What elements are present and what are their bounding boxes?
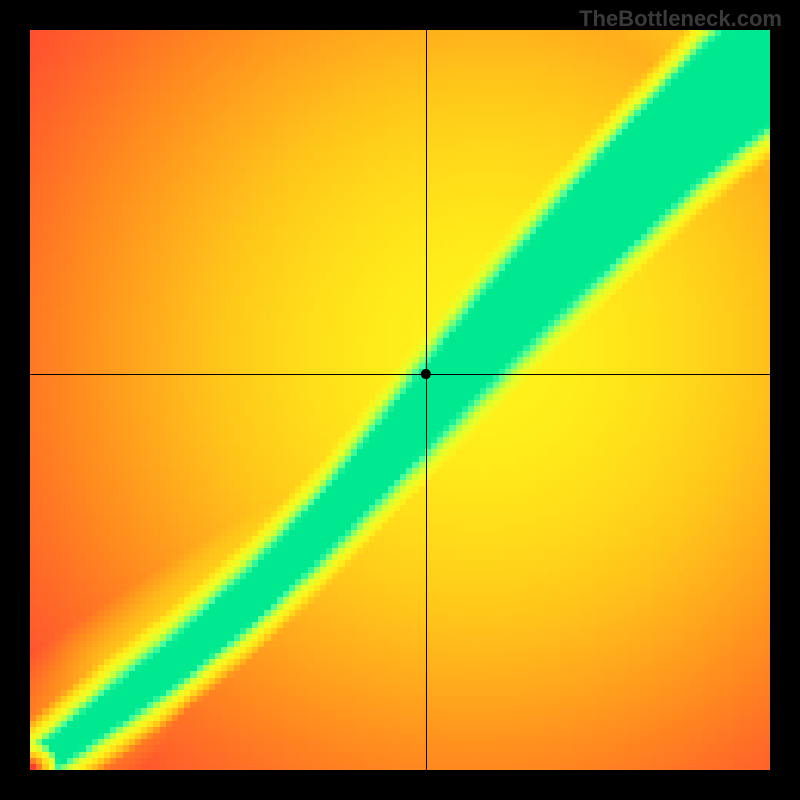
chart-frame: TheBottleneck.com [0, 0, 800, 800]
bottleneck-heatmap [30, 30, 770, 770]
watermark-text: TheBottleneck.com [579, 6, 782, 32]
